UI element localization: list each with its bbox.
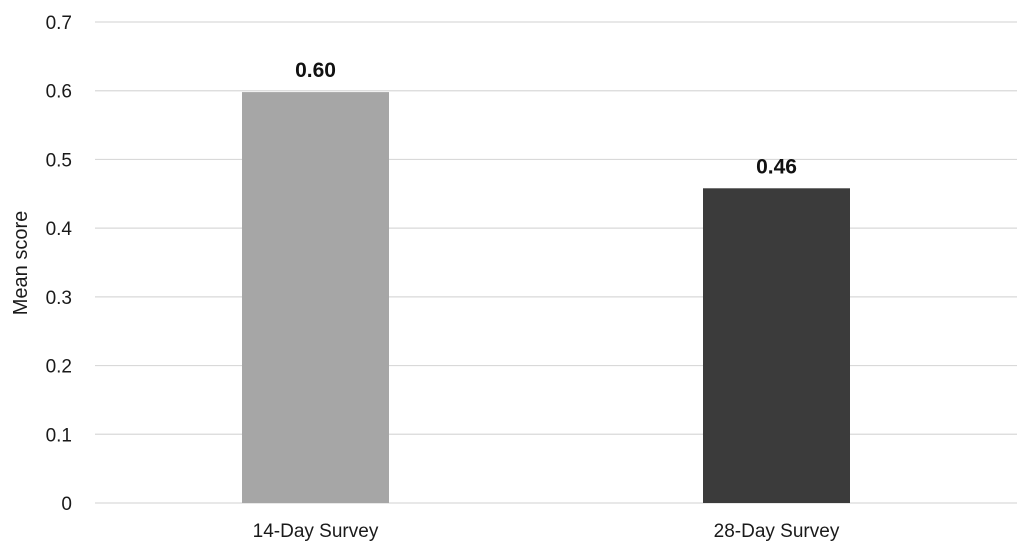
x-tick-label: 14-Day Survey [253,521,379,542]
y-tick-label: 0.4 [46,219,73,240]
bars [242,92,850,504]
x-axis-tick-labels: 14-Day Survey 28-Day Survey [253,521,840,542]
y-tick-label: 0.7 [46,13,72,34]
y-tick-label: 0.6 [46,82,72,103]
y-tick-label: 0.5 [46,150,72,171]
bar [703,188,850,503]
data-label: 0.46 [756,155,797,178]
bar [242,92,389,504]
y-tick-label: 0.3 [46,288,72,309]
x-tick-label: 28-Day Survey [714,521,840,542]
y-axis-title: Mean score [10,211,32,316]
y-tick-label: 0 [61,494,72,515]
data-label: 0.60 [295,59,336,82]
gridlines [95,21,1017,504]
y-tick-label: 0.2 [46,357,72,378]
y-tick-label: 0.1 [46,425,72,446]
y-axis-tick-labels: 0 0.1 0.2 0.3 0.4 0.5 0.6 0.7 [46,13,73,515]
data-labels: 0.60 0.46 [295,59,797,178]
